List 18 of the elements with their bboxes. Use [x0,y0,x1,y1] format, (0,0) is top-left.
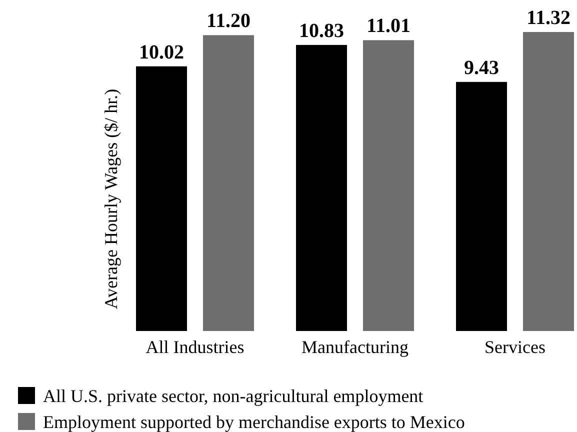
bar [523,32,574,331]
x-tick-label: Services [484,337,546,357]
data-label: 11.01 [366,15,410,38]
legend-label: All U.S. private sector, non-agricultural employment [43,386,424,406]
data-label: 11.32 [526,7,570,29]
data-label: 10.02 [139,41,184,64]
data-label: 9.43 [464,56,499,79]
bar [296,44,347,331]
x-tick-label: Manufacturing [302,337,408,357]
data-label: 10.83 [299,20,344,42]
bar [136,66,187,331]
y-axis-title: Average Hourly Wages ($/ hr.) [101,88,121,310]
x-tick-label: All Industries [146,337,244,357]
legend-label: Employment supported by merchandise exports to Mexico [43,412,465,432]
bar [203,35,254,331]
bar [363,40,414,331]
bar [456,82,507,331]
data-label: 11.20 [206,10,250,32]
